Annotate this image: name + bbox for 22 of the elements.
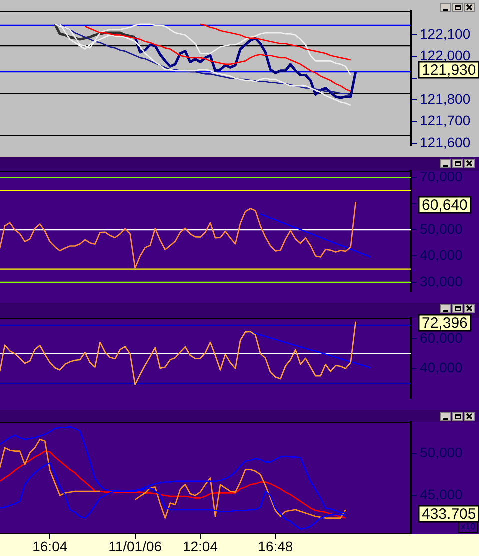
text: 60,640	[422, 197, 468, 214]
y-tick-label: 45,000	[420, 486, 464, 503]
y-tick-label: 30,000	[420, 273, 464, 290]
text: x10	[460, 522, 476, 532]
y-tick-label: 121,600	[420, 134, 471, 150]
y-tick-label: 60,000	[420, 330, 464, 346]
x-tick-label: 16:04	[32, 538, 68, 554]
y-tick-label: 70,000	[420, 168, 464, 184]
x-tick-label: 11/01/06	[108, 538, 162, 554]
y-tick-label: 40,000	[420, 360, 464, 376]
text: 121,930	[422, 62, 476, 80]
y-tick-label: 122,100	[420, 26, 471, 42]
text: 433.705	[422, 506, 476, 524]
text: 72,396	[422, 315, 468, 332]
x-tick-label: 12:04	[182, 538, 218, 554]
y-tick-label: 40,000	[420, 247, 464, 264]
y-tick-label: 122,000	[420, 48, 471, 64]
y-tick-label: 50,000	[420, 220, 464, 237]
y-tick-label: 121,700	[420, 112, 471, 129]
y-tick-label: 121,800	[420, 91, 471, 108]
x-tick-label: 16:48	[258, 538, 294, 554]
y-tick-label: 50,000	[420, 444, 464, 461]
